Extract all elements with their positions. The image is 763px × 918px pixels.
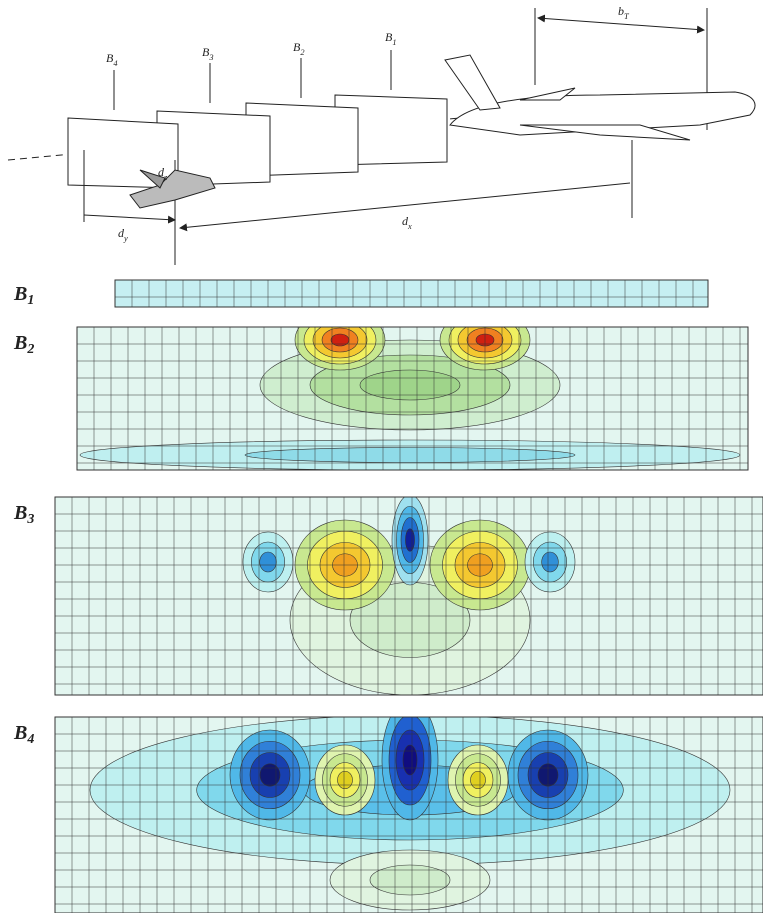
contour bbox=[542, 552, 559, 572]
label-main: B bbox=[13, 722, 27, 744]
label-sub: 1 bbox=[392, 38, 396, 47]
label: dy bbox=[118, 226, 128, 243]
label: B2 bbox=[293, 40, 305, 57]
label: B1 bbox=[385, 30, 397, 47]
label: B1 bbox=[13, 283, 34, 308]
label: B4 bbox=[106, 51, 118, 68]
label: B3 bbox=[202, 45, 214, 62]
label-sub: 2 bbox=[300, 48, 304, 57]
contour bbox=[260, 552, 277, 572]
contour bbox=[360, 370, 460, 400]
label-sub: T bbox=[624, 12, 630, 21]
label: bT bbox=[618, 4, 630, 21]
contour-panel bbox=[55, 495, 763, 695]
contour-panel bbox=[55, 700, 763, 913]
label-sub: y bbox=[123, 234, 128, 243]
label-sub: 1 bbox=[27, 293, 34, 308]
label: dx bbox=[402, 214, 412, 231]
label: B4 bbox=[13, 722, 34, 747]
contour bbox=[338, 771, 353, 789]
label-main: B bbox=[13, 502, 27, 524]
contour-panel bbox=[115, 280, 708, 307]
label-sub: x bbox=[407, 222, 412, 231]
label-sub: z bbox=[163, 173, 168, 182]
panel-bg bbox=[115, 280, 708, 307]
contour bbox=[403, 745, 417, 775]
label: B3 bbox=[13, 502, 34, 527]
contour bbox=[471, 771, 486, 789]
contour bbox=[260, 764, 280, 787]
contour bbox=[370, 865, 450, 895]
contour-panel bbox=[77, 310, 748, 470]
label-sub: 4 bbox=[26, 732, 34, 747]
label-main: B bbox=[13, 332, 27, 354]
figure: B1B2B3B4B4B3B2B1bTdzdydx bbox=[0, 0, 763, 913]
label-sub: 4 bbox=[113, 59, 117, 68]
label-sub: 3 bbox=[26, 512, 34, 527]
label: B2 bbox=[13, 332, 34, 357]
label-main: B bbox=[13, 283, 27, 305]
contour bbox=[245, 448, 575, 463]
label-sub: 2 bbox=[26, 342, 34, 357]
label-sub: 3 bbox=[208, 53, 213, 62]
